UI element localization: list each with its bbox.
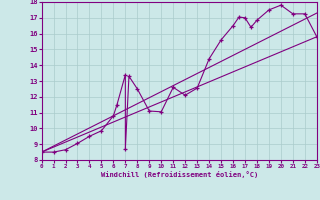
X-axis label: Windchill (Refroidissement éolien,°C): Windchill (Refroidissement éolien,°C) bbox=[100, 171, 258, 178]
